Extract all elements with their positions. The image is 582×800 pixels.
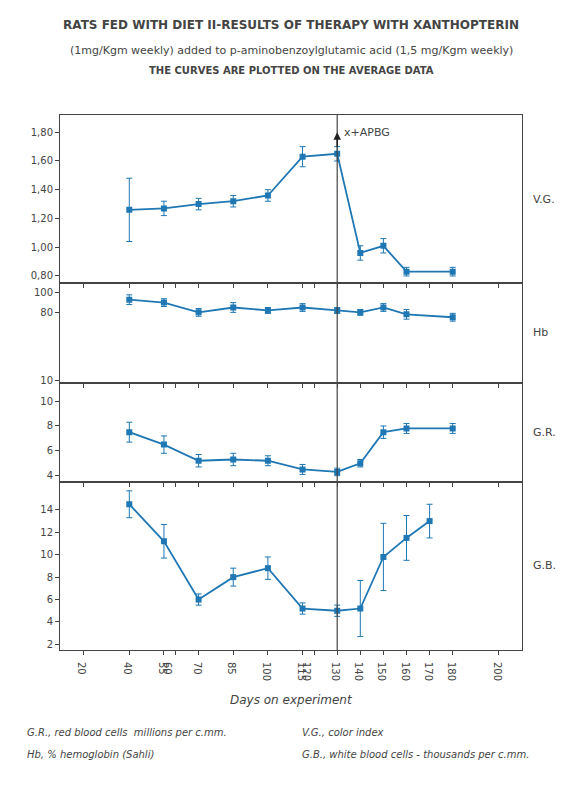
svg-text:85: 85 <box>226 662 237 675</box>
svg-text:G.R., red blood cells million: G.R., red blood cells millions per c.mm. <box>27 727 227 738</box>
svg-text:G.B., white blood cells - thou: G.B., white blood cells - thousands per … <box>302 749 529 760</box>
svg-text:200: 200 <box>492 662 503 681</box>
svg-text:12: 12 <box>40 527 53 538</box>
svg-text:0,80: 0,80 <box>31 270 53 281</box>
svg-text:130: 130 <box>330 662 341 681</box>
svg-text:14: 14 <box>40 504 53 515</box>
svg-text:10: 10 <box>40 396 53 407</box>
svg-text:100: 100 <box>34 287 53 298</box>
svg-text:4: 4 <box>47 470 53 481</box>
svg-text:Hb, % hemoglobin (Sahli): Hb, % hemoglobin (Sahli) <box>27 749 154 760</box>
svg-text:55: 55 <box>157 662 168 675</box>
svg-text:1,60: 1,60 <box>31 155 53 166</box>
svg-text:150: 150 <box>376 662 387 681</box>
svg-text:10: 10 <box>40 549 53 560</box>
svg-text:8: 8 <box>47 420 53 431</box>
svg-text:(1mg/Kgm weekly) added to p-am: (1mg/Kgm weekly) added to p-aminobenzoyl… <box>70 44 513 57</box>
svg-text:70: 70 <box>192 662 203 675</box>
svg-text:V.G.: V.G. <box>533 193 555 206</box>
svg-text:THE CURVES ARE PLOTTED ON THE: THE CURVES ARE PLOTTED ON THE AVERAGE DA… <box>149 65 434 76</box>
svg-text:V.G., color index: V.G., color index <box>302 727 384 738</box>
svg-text:4: 4 <box>47 616 53 627</box>
svg-text:6: 6 <box>47 594 53 605</box>
svg-text:2: 2 <box>47 639 53 650</box>
svg-text:Hb: Hb <box>533 326 548 339</box>
svg-text:Days on experiment: Days on experiment <box>230 693 353 707</box>
svg-text:115: 115 <box>296 662 307 681</box>
svg-text:1,00: 1,00 <box>31 242 53 253</box>
svg-text:6: 6 <box>47 445 53 456</box>
svg-text:80: 80 <box>40 307 53 318</box>
svg-text:1,20: 1,20 <box>31 213 53 224</box>
svg-text:170: 170 <box>423 662 434 681</box>
svg-text:1,40: 1,40 <box>31 184 53 195</box>
svg-text:1,80: 1,80 <box>31 127 53 138</box>
svg-text:180: 180 <box>446 662 457 681</box>
svg-text:40: 40 <box>122 662 133 675</box>
svg-text:x+APBG: x+APBG <box>344 126 390 139</box>
svg-text:160: 160 <box>400 662 411 681</box>
svg-text:120: 120 <box>301 662 312 681</box>
svg-text:140: 140 <box>353 662 364 681</box>
svg-text:20: 20 <box>76 662 87 675</box>
svg-text:60: 60 <box>162 662 173 675</box>
svg-text:10: 10 <box>40 375 53 386</box>
svg-text:8: 8 <box>47 572 53 583</box>
svg-text:G.R.: G.R. <box>533 426 556 439</box>
svg-text:G.B.: G.B. <box>533 559 556 572</box>
svg-text:100: 100 <box>261 662 272 681</box>
svg-text:RATS FED WITH DIET II-RESULTS: RATS FED WITH DIET II-RESULTS OF THERAPY… <box>63 18 519 32</box>
